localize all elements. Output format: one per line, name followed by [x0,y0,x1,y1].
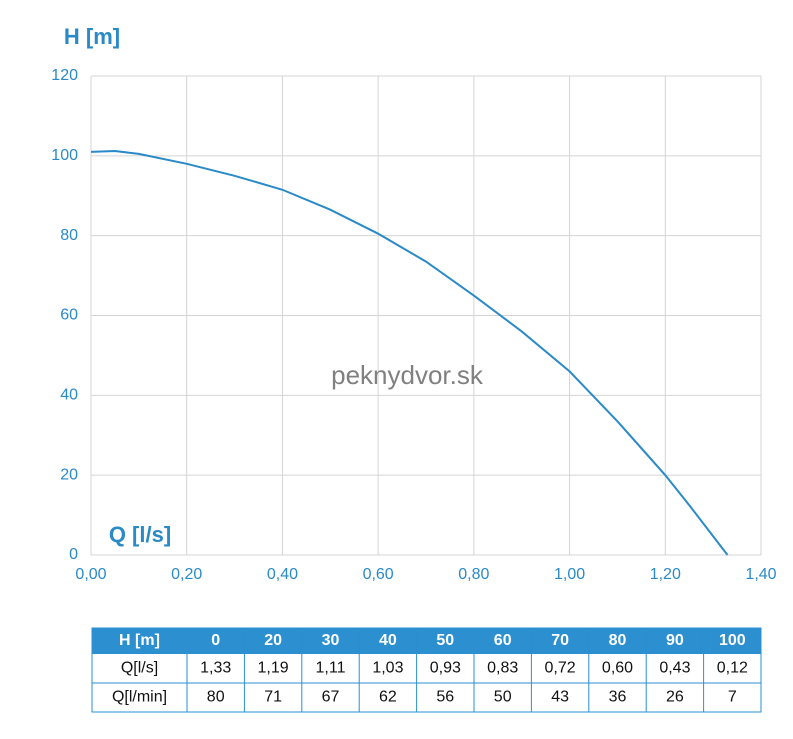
table-cell: 0,93 [430,660,461,677]
watermark: peknydvor.sk [331,360,484,390]
grid [90,75,762,556]
x-tick-label: 0,60 [363,566,394,583]
table-cell: Q[l/min] [112,689,167,706]
table-cell: Q[l/s] [121,660,158,677]
y-tick-label: 20 [60,466,78,483]
table-cell: 0,12 [717,660,748,677]
y-tick-label: 0 [69,546,78,563]
table-header-cell: 0 [211,632,220,649]
table-cell: 71 [264,689,282,706]
table-cell: 62 [379,689,397,706]
table-header-cell: 50 [436,632,454,649]
y-tick-label: 120 [51,67,78,84]
table-cell: 36 [609,689,627,706]
table-header-cell: 60 [494,632,512,649]
table-header-cell: 20 [264,632,282,649]
table-header-cell: 90 [666,632,684,649]
table-cell: 0,72 [545,660,576,677]
x-tick-label: 0,80 [458,566,489,583]
table-header-cell: 100 [719,632,746,649]
table-cell: 0,60 [602,660,633,677]
table-cell: 56 [436,689,454,706]
table-cell: 50 [494,689,512,706]
table-border [91,627,762,713]
table-cell: 1,11 [316,660,346,677]
table-cell: 1,33 [200,660,231,677]
table-header-bg [92,628,761,654]
y-axis-label: H [m] [64,24,120,49]
x-tick-label: 0,00 [75,566,106,583]
table-cell: 80 [207,689,225,706]
table-header-cell: H [m] [119,632,160,649]
y-tick-label: 100 [51,147,78,164]
y-tick-label: 60 [60,307,78,324]
table-cell: 43 [551,689,569,706]
x-tick-label: 0,40 [267,566,298,583]
table-header-cell: 80 [609,632,627,649]
x-axis-label: Q [l/s] [109,522,171,547]
table-cell: 1,19 [258,660,289,677]
table-cell: 0,43 [659,660,690,677]
table-header-cell: 70 [551,632,569,649]
table-cell: 67 [322,689,340,706]
table-cell: 26 [666,689,684,706]
x-tick-label: 0,20 [171,566,202,583]
curve [90,150,729,556]
table-header-cell: 40 [379,632,397,649]
y-tick-label: 40 [60,387,78,404]
y-tick-label: 80 [60,227,78,244]
x-tick-label: 1,20 [650,566,681,583]
table-header-cell: 30 [322,632,340,649]
table-cell: 7 [728,689,737,706]
x-tick-label: 1,00 [554,566,585,583]
table-cell: 1,03 [372,660,403,677]
table-cell: 0,83 [487,660,518,677]
x-tick-label: 1,40 [745,566,776,583]
table: H [m] 0 20 30 40 50 60 70 80 90 100 Q[l/s] 1,33 1,19 1… [91,627,762,713]
